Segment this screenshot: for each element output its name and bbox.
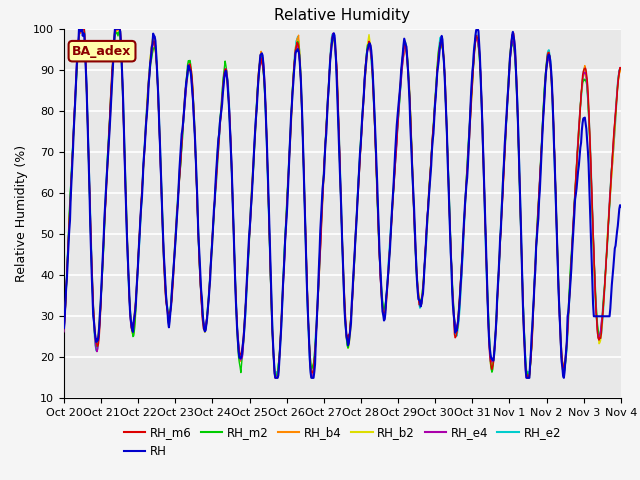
RH_e4 xyxy=(77,26,85,32)
Title: Relative Humidity: Relative Humidity xyxy=(275,9,410,24)
RH_e2 xyxy=(308,375,316,381)
RH_b4 xyxy=(320,171,328,177)
RH_e2 xyxy=(63,284,70,290)
RH_b2 xyxy=(475,42,483,48)
RH_m2 xyxy=(460,216,468,221)
RH_m2 xyxy=(298,121,306,127)
RH_e4 xyxy=(139,176,147,181)
RH_e4 xyxy=(617,65,625,71)
RH_m6 xyxy=(461,205,468,211)
Line: RH_e2: RH_e2 xyxy=(64,29,621,378)
RH_b4 xyxy=(139,176,147,182)
RH_b2 xyxy=(617,68,625,73)
RH_e2 xyxy=(77,26,84,32)
RH_e2 xyxy=(298,118,306,124)
RH_m2 xyxy=(139,178,147,184)
RH xyxy=(75,26,83,32)
RH xyxy=(475,28,483,34)
RH_b2 xyxy=(60,324,68,329)
RH_m2 xyxy=(60,328,68,334)
RH_e2 xyxy=(461,206,468,212)
Text: BA_adex: BA_adex xyxy=(72,45,132,58)
Line: RH_b4: RH_b4 xyxy=(64,29,621,378)
Y-axis label: Relative Humidity (%): Relative Humidity (%) xyxy=(15,145,28,282)
RH_e2 xyxy=(139,174,147,180)
RH_b4 xyxy=(461,202,468,208)
RH_m6 xyxy=(139,174,147,180)
RH_b2 xyxy=(271,375,279,381)
RH_b4 xyxy=(271,375,279,381)
RH_e2 xyxy=(475,38,483,44)
RH_m2 xyxy=(319,179,327,184)
RH_b4 xyxy=(475,37,483,43)
RH_m6 xyxy=(617,66,625,72)
RH_m6 xyxy=(63,285,70,291)
RH_e4 xyxy=(320,166,328,172)
RH_e4 xyxy=(63,285,70,290)
RH_m2 xyxy=(76,26,84,32)
Line: RH_b2: RH_b2 xyxy=(64,29,621,378)
RH_e4 xyxy=(271,375,279,381)
RH xyxy=(320,171,328,177)
RH xyxy=(300,142,307,148)
RH_m6 xyxy=(271,375,279,381)
RH xyxy=(271,375,279,381)
RH xyxy=(461,202,468,208)
RH_b4 xyxy=(300,147,307,153)
RH_e2 xyxy=(60,325,68,331)
Line: RH: RH xyxy=(64,29,621,378)
RH_e4 xyxy=(60,329,68,335)
RH_b2 xyxy=(139,177,147,182)
RH_e4 xyxy=(300,140,307,145)
RH_b4 xyxy=(63,281,70,287)
RH_b2 xyxy=(320,168,328,174)
RH_m2 xyxy=(474,39,481,45)
RH_b2 xyxy=(300,139,307,144)
Line: RH_m6: RH_m6 xyxy=(64,29,621,378)
RH xyxy=(63,283,70,289)
Line: RH_m2: RH_m2 xyxy=(64,29,621,378)
RH_m2 xyxy=(63,287,70,292)
RH_m6 xyxy=(78,26,86,32)
RH_b4 xyxy=(60,327,68,333)
RH_e4 xyxy=(461,202,468,208)
RH_b4 xyxy=(617,65,625,71)
RH_b4 xyxy=(76,26,84,32)
RH_m6 xyxy=(60,326,68,332)
RH_m2 xyxy=(525,375,532,381)
RH xyxy=(60,325,68,331)
RH xyxy=(139,180,147,186)
RH_b2 xyxy=(78,26,86,32)
RH_e2 xyxy=(617,66,625,72)
RH_b2 xyxy=(461,204,468,210)
RH_m6 xyxy=(300,144,307,150)
RH_e2 xyxy=(320,164,328,169)
RH xyxy=(617,204,625,209)
RH_m6 xyxy=(320,159,328,165)
RH_m2 xyxy=(617,65,625,71)
Line: RH_e4: RH_e4 xyxy=(64,29,621,378)
RH_e4 xyxy=(475,44,483,50)
RH_m6 xyxy=(475,36,483,42)
Legend: RH_m6, RH, RH_m2, RH_b4, RH_b2, RH_e4, RH_e2: RH_m6, RH, RH_m2, RH_b4, RH_b2, RH_e4, R… xyxy=(119,421,566,463)
RH_b2 xyxy=(63,286,70,292)
